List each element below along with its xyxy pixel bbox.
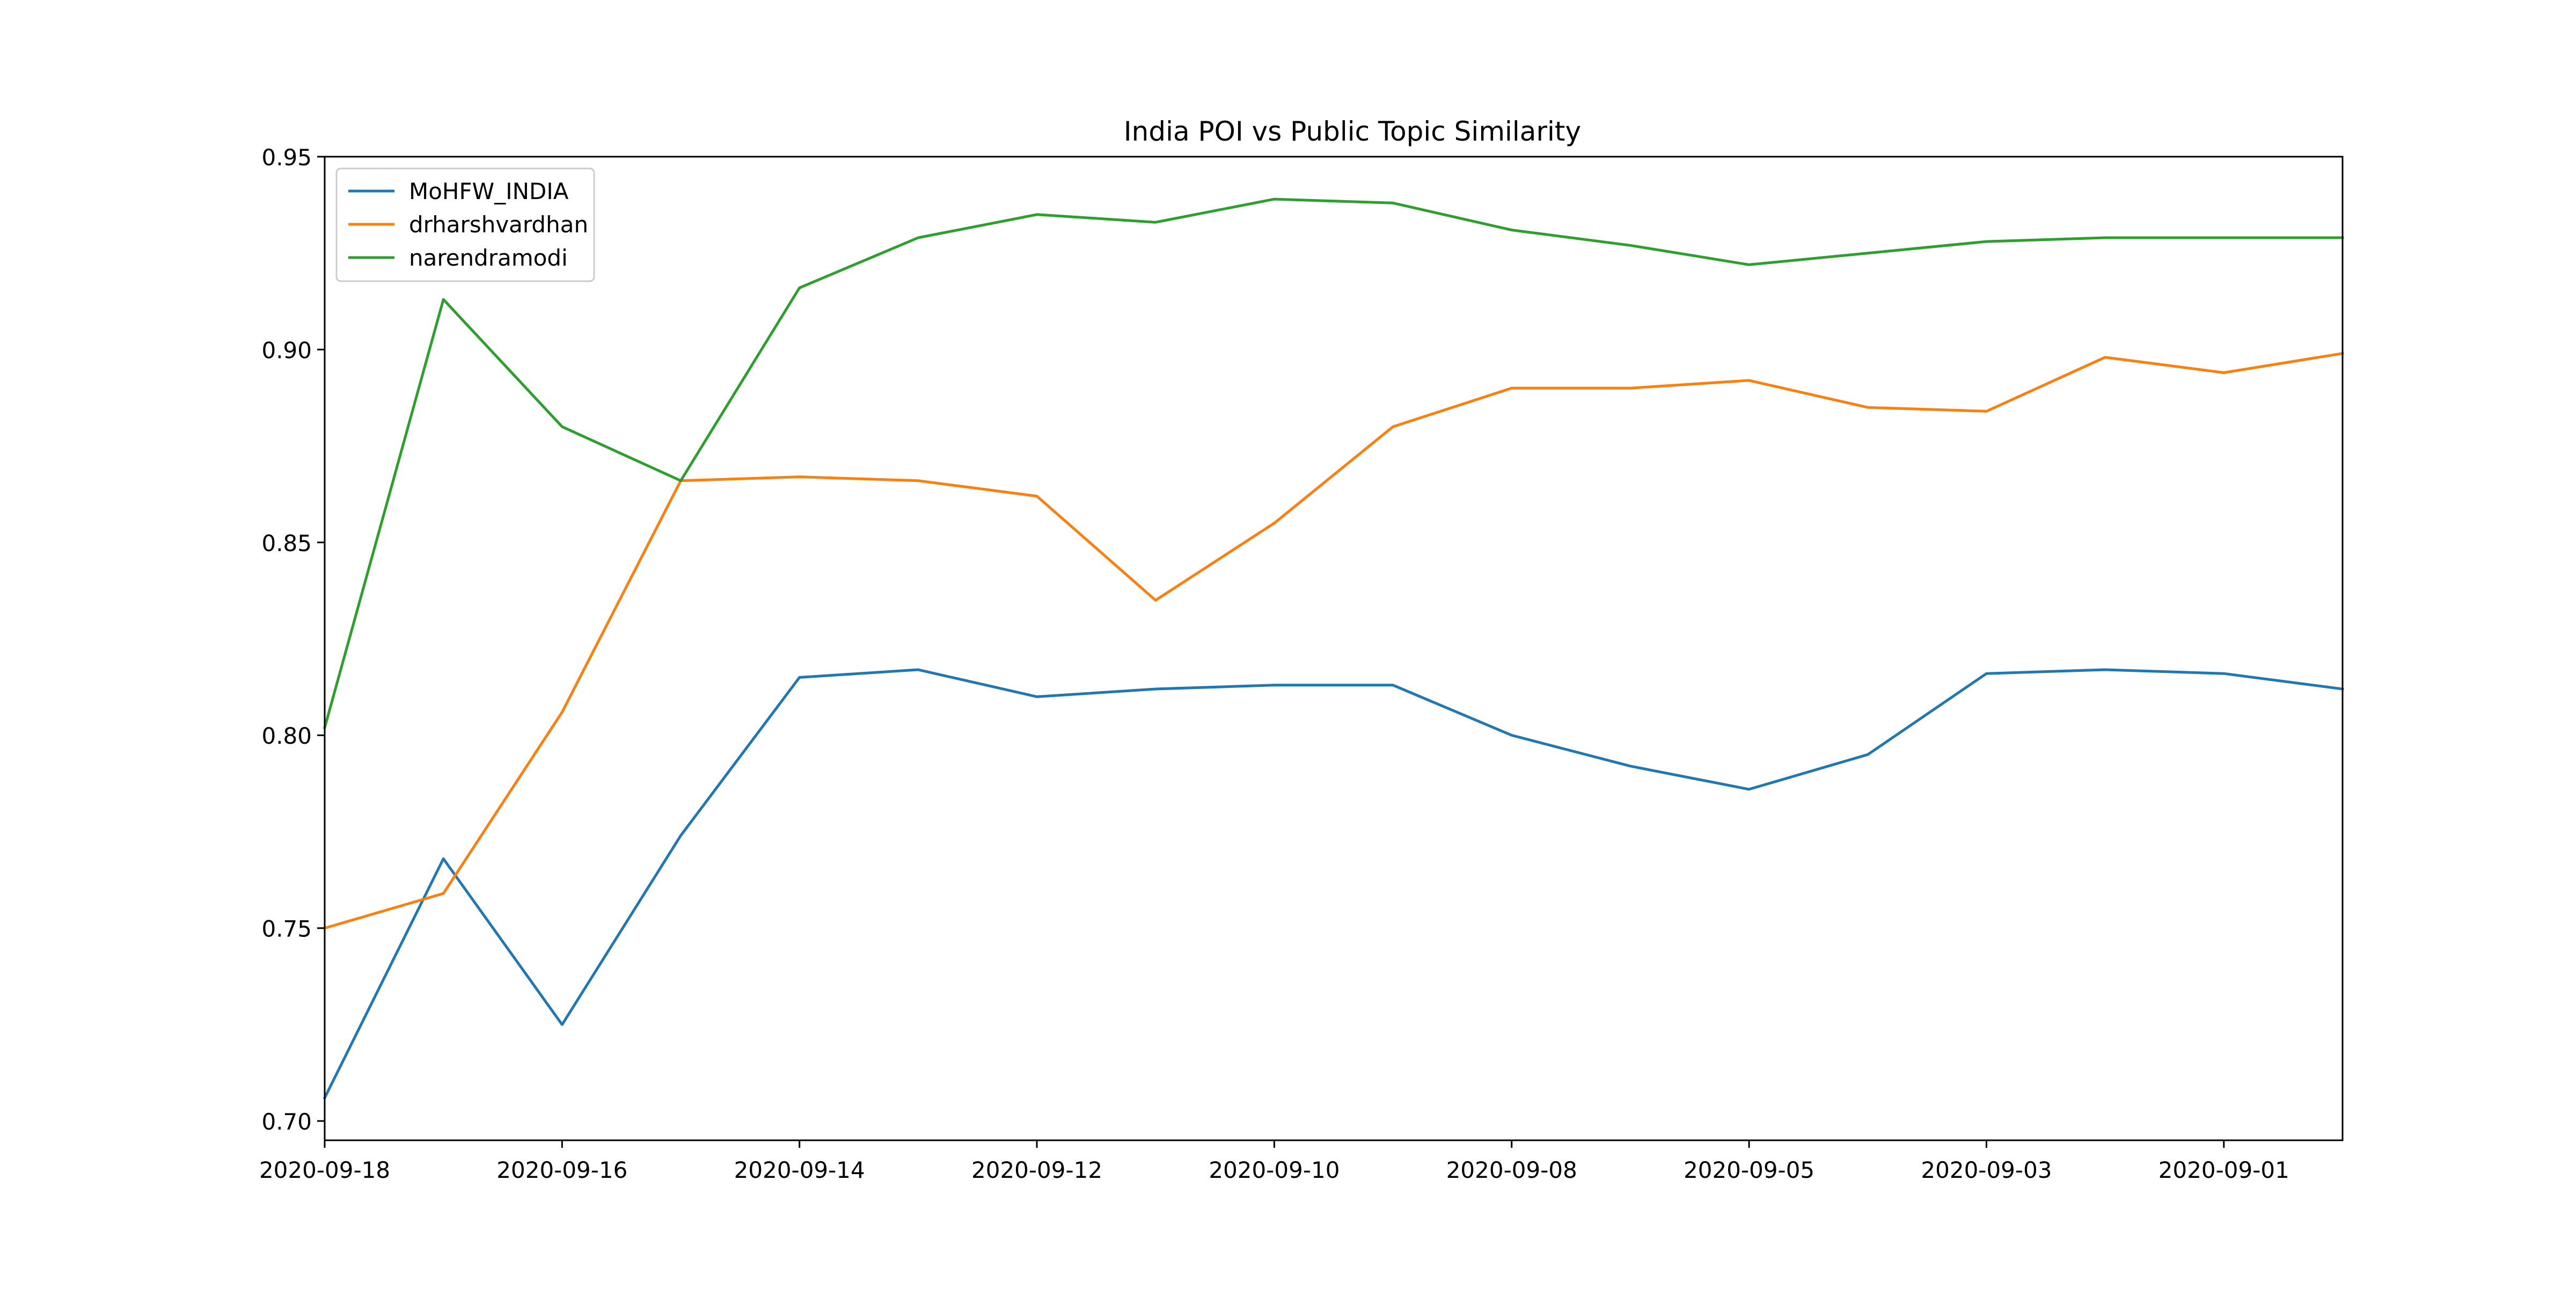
y-tick-label: 0.80 [261,723,312,749]
plot-area [323,197,2344,1100]
series-line-MoHFW_INDIA [323,668,2344,1100]
x-tick-label: 2020-09-08 [1446,1157,1577,1183]
x-tick-label: 2020-09-03 [1921,1157,2052,1183]
legend-label-narendramodi: narendramodi [409,245,568,271]
x-tick-label: 2020-09-05 [1684,1157,1814,1183]
x-tick-label: 2020-09-18 [259,1157,390,1183]
x-tick-label: 2020-09-12 [971,1157,1102,1183]
series-line-narendramodi [323,197,2344,729]
x-tick-label: 2020-09-01 [2158,1157,2289,1183]
x-tick-label: 2020-09-10 [1209,1157,1340,1183]
axes-frame [324,156,2344,1141]
legend-label-MoHFW_INDIA: MoHFW_INDIA [409,178,569,204]
legend-label-drharshvardhan: drharshvardhan [409,211,588,238]
chart-title: India POI vs Public Topic Similarity [1124,116,1581,147]
y-tick-label: 0.75 [261,916,312,942]
series-line-drharshvardhan [323,351,2344,930]
x-tick-label: 2020-09-14 [734,1157,865,1183]
legend: MoHFW_INDIA drharshvardhan narendramodi [335,167,595,282]
legend-box [335,167,595,282]
y-tick-label: 0.95 [261,144,312,171]
x-tick-label: 2020-09-16 [496,1157,627,1183]
y-tick-label: 0.85 [261,530,312,556]
axes: 0.70 0.75 0.80 0.85 0.90 0.95 2020-09-18 2020-0… [259,144,2344,1183]
y-tick-label: 0.90 [261,337,312,363]
y-tick-label: 0.70 [261,1109,312,1135]
